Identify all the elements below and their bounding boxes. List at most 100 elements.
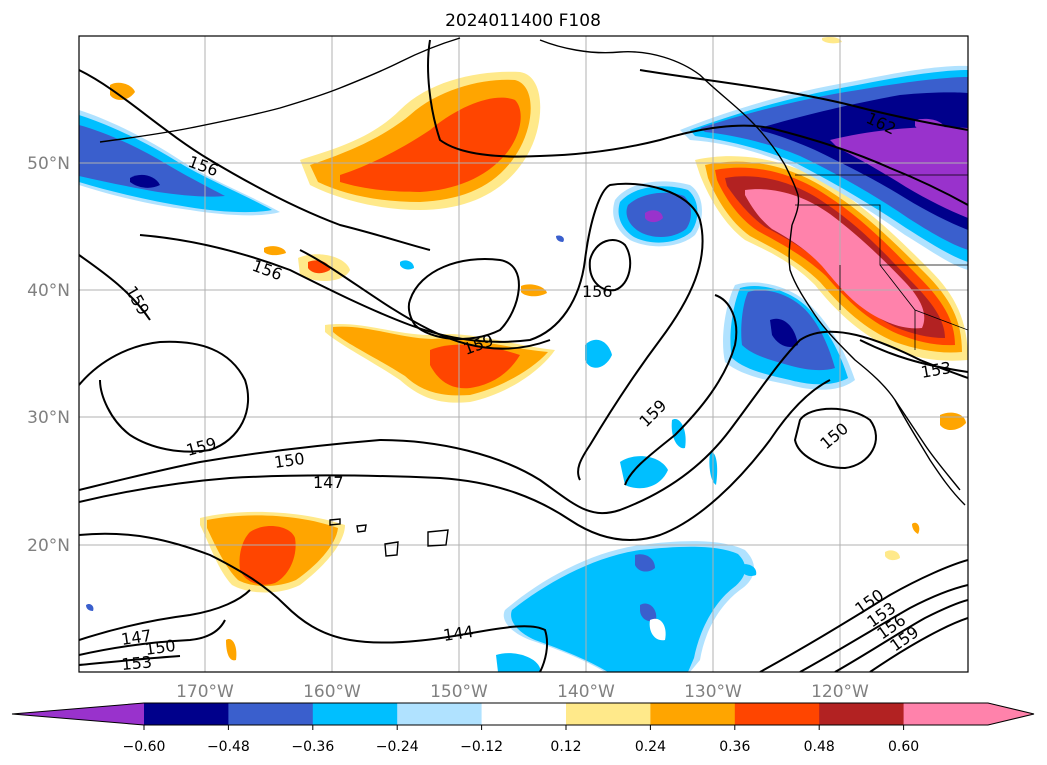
positive-anomaly-subtropical-core: [239, 526, 296, 585]
negative-anomaly-offshore-ca-core: [770, 318, 798, 347]
lon-label: 130°W: [684, 682, 742, 702]
coastline-us-west: [788, 224, 961, 491]
contour-153-se: [799, 584, 968, 672]
negative-anomaly-subtropical-east-mid: [511, 546, 746, 672]
state-borders: [795, 174, 968, 350]
colorbar-swatch: [228, 703, 314, 725]
contour-label: 144: [442, 622, 475, 645]
coastline-alaska-aleutians: [99, 37, 461, 143]
positive-anomaly-north-pacific-core: [340, 97, 521, 192]
contour-156-north: [79, 69, 431, 251]
positive-anomaly-small-2: [264, 246, 286, 256]
positive-anomaly-small-4: [110, 82, 135, 100]
island-hawaii-2: [384, 541, 399, 557]
negative-anomaly-subtropical-east-blue-2: [640, 603, 657, 622]
colorbar-swatch: [819, 703, 905, 725]
lat-label: 40°N: [27, 281, 70, 301]
contour-150-south: [79, 619, 226, 656]
island-hawaii-3: [356, 524, 367, 533]
coastline-bc: [784, 164, 800, 226]
colorbar-tick-label: −0.24: [376, 739, 419, 755]
lat-label: 50°N: [27, 154, 70, 174]
height-contours: [79, 39, 968, 672]
contour-159-loop: [79, 340, 250, 453]
island-hawaii-1: [427, 529, 449, 547]
map-panel: 162 156 156 156 159 159 159 159 150 147 …: [79, 36, 968, 674]
negative-anomaly-northwest-navy: [130, 174, 160, 188]
colorbar-swatch: [650, 703, 736, 725]
positive-anomaly-small-8: [885, 550, 900, 561]
lon-label: 140°W: [557, 682, 615, 702]
negative-anomaly-northwest-mid: [79, 115, 272, 213]
colorbar-extend-max: [903, 703, 1034, 725]
contour-156-se: [834, 599, 968, 672]
contour-162: [639, 69, 968, 131]
lon-label: 160°W: [303, 682, 361, 702]
positive-anomaly-central-pacific-core: [430, 344, 520, 389]
contour-159-west: [79, 254, 151, 321]
colorbar-tick-label: −0.60: [123, 739, 166, 755]
negative-anomaly-northwest-blue: [79, 125, 225, 197]
contour-147-south: [79, 589, 251, 641]
negative-anomaly-small-9: [556, 235, 564, 242]
colorbar: −0.60 −0.48 −0.36 −0.24 −0.12 0.12 0.24 0.36 0.4…: [11, 702, 1035, 755]
negative-anomaly-small-2: [400, 260, 414, 270]
lat-label: 20°N: [27, 536, 70, 556]
colorbar-tick-label: 0.60: [888, 739, 919, 755]
contour-label: 153: [121, 652, 153, 674]
contour-150-closed-ca: [793, 407, 877, 470]
contour-153-east: [859, 339, 968, 373]
contour-147: [79, 379, 831, 541]
colorbar-tick-label: 0.36: [719, 739, 750, 755]
negative-anomaly-subtropical-east-blue: [635, 554, 655, 572]
figure-title: 2024011400 F108: [445, 11, 601, 31]
lon-label: 120°W: [811, 682, 869, 702]
negative-anomaly-small-4: [620, 456, 668, 489]
colorbar-tick-label: −0.12: [460, 739, 503, 755]
gridlines: [79, 36, 968, 672]
coastlines: [99, 37, 968, 557]
contour-159-central: [299, 249, 551, 350]
contour-label: 156: [582, 282, 613, 301]
colorbar-swatches: [12, 703, 1034, 725]
negative-anomaly-subtropical-white: [649, 618, 666, 641]
positive-anomaly-small-9: [912, 522, 920, 534]
lon-label: 150°W: [430, 682, 488, 702]
shaded-anomaly-field: [79, 37, 968, 672]
positive-anomaly-small-6: [226, 639, 237, 661]
positive-anomaly-west-coast-core: [745, 189, 925, 329]
negative-anomaly-small-7: [740, 564, 757, 577]
colorbar-swatch: [312, 703, 398, 725]
contour-156-right-closed: [588, 239, 632, 292]
negative-anomaly-gulf-core: [645, 210, 663, 223]
contour-150-se: [759, 559, 968, 672]
coastline-baja: [894, 399, 966, 506]
negative-anomaly-small-8: [86, 603, 94, 611]
colorbar-extend-min: [12, 703, 144, 725]
negative-anomaly-small-1: [585, 339, 612, 368]
positive-anomaly-small-5: [822, 37, 842, 44]
lat-label: 30°N: [27, 408, 70, 428]
contour-label: 150: [144, 636, 177, 659]
negative-anomaly-small-6: [496, 653, 540, 672]
contour-159-se: [869, 617, 968, 672]
colorbar-ticks: −0.60 −0.48 −0.36 −0.24 −0.12 0.12 0.24 0.36 0.4…: [123, 725, 919, 755]
contour-159-east: [624, 294, 738, 486]
colorbar-tick-label: 0.48: [804, 739, 835, 755]
colorbar-swatch: [734, 703, 820, 725]
contour-label: 147: [120, 626, 153, 649]
colorbar-tick-label: 0.24: [635, 739, 666, 755]
contour-153-south: [79, 655, 181, 666]
contour-159-north: [427, 39, 968, 206]
colorbar-tick-label: 0.12: [550, 739, 581, 755]
latitude-labels: 50°N 40°N 30°N 20°N: [27, 154, 70, 556]
contour-label: 147: [313, 473, 344, 492]
coastline-alaska-south: [539, 39, 786, 166]
colorbar-swatch: [481, 703, 567, 725]
colorbar-swatch: [397, 703, 483, 725]
island-hawaii-4: [329, 518, 341, 526]
map-frame: [78, 35, 969, 673]
colorbar-outline: [11, 702, 1035, 726]
